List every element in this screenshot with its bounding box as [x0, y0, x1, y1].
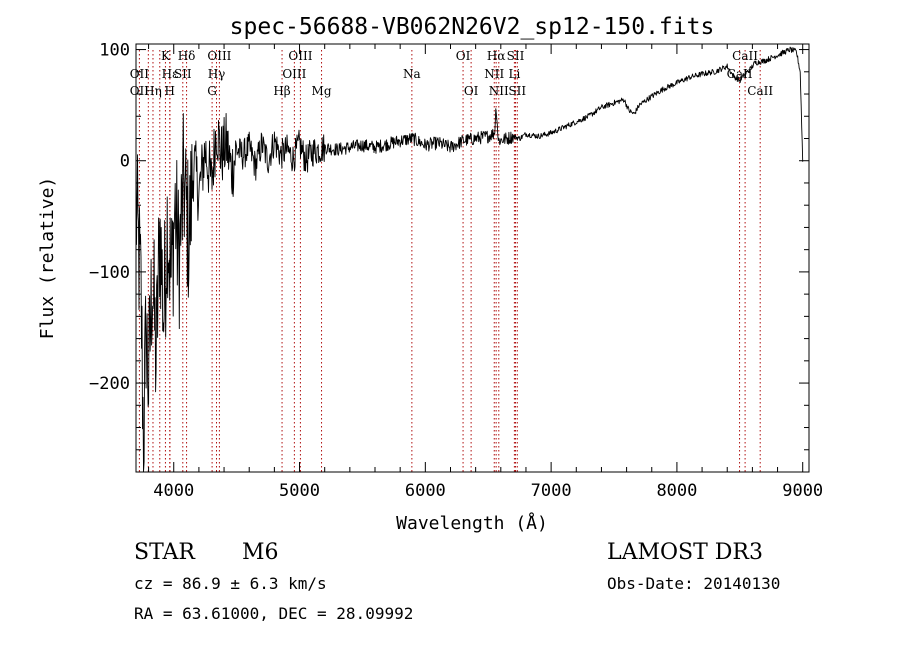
y-tick-label: −200: [89, 374, 130, 394]
line-label: Mg: [312, 84, 332, 98]
line-label: CaII: [747, 84, 773, 98]
y-tick-label: −100: [89, 263, 130, 283]
line-label: G: [207, 84, 217, 98]
x-tick-label: 7000: [531, 481, 572, 501]
x-tick-label: 6000: [405, 481, 446, 501]
spectrum-line: [135, 46, 804, 473]
line-label: Hδ: [178, 49, 196, 63]
line-label: H: [164, 84, 174, 98]
y-tick-label: 100: [99, 41, 130, 61]
chart-title: spec-56688-VB062N26V2_sp12-150.fits: [230, 14, 715, 40]
line-label: CaII: [732, 49, 758, 63]
line-label: SII: [174, 67, 192, 81]
line-label: Hε: [162, 67, 179, 81]
y-axis-label: Flux (relative): [37, 177, 58, 340]
line-label: Na: [403, 67, 421, 81]
x-tick-label: 4000: [153, 481, 194, 501]
line-label: K: [161, 49, 171, 63]
redshift-info: cz = 86.9 ± 6.3 km/s: [134, 574, 327, 593]
spectrum-series: [135, 46, 804, 473]
object-subclass: M6: [242, 540, 279, 565]
coordinates: RA = 63.61000, DEC = 28.09992: [134, 604, 414, 623]
marker-lines: [138, 50, 761, 472]
survey-name: LAMOST DR3: [607, 540, 763, 565]
line-label: Hγ: [208, 67, 226, 81]
line-label: SII: [508, 84, 526, 98]
line-label: Li: [508, 67, 520, 81]
line-label: SII: [507, 49, 525, 63]
line-label: NII: [489, 84, 509, 98]
line-label: Hα: [487, 49, 506, 63]
obs-date: Obs-Date: 20140130: [607, 574, 781, 593]
line-label: OI: [456, 49, 471, 63]
line-label: OIII: [282, 67, 306, 81]
plot-frame: [135, 43, 810, 473]
y-tick-label: 0: [120, 152, 130, 172]
line-label: OII: [130, 84, 150, 98]
x-tick-label: 5000: [279, 481, 320, 501]
line-label: OIII: [207, 49, 231, 63]
x-tick-label: 8000: [656, 481, 697, 501]
x-axis-ticks: 4000 5000 6000 7000 8000 9000: [148, 44, 823, 501]
line-label: OI: [464, 84, 479, 98]
line-label: Hη: [144, 84, 162, 98]
object-class: STAR: [134, 540, 195, 565]
line-label: Hβ: [273, 84, 290, 98]
x-tick-label: 9000: [782, 481, 823, 501]
line-label: OIII: [288, 49, 312, 63]
x-axis-label: Wavelength (Å): [396, 512, 548, 534]
y-axis-ticks: 100 0 −100 −200: [89, 41, 809, 451]
line-label: NII: [484, 67, 504, 81]
line-label: OII: [130, 67, 150, 81]
